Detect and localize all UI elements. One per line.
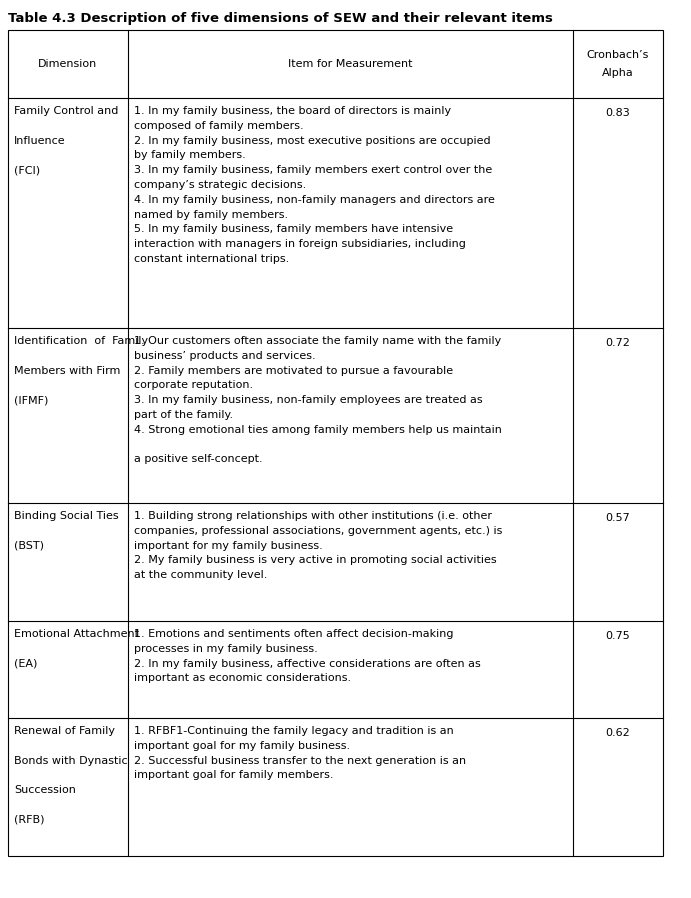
Text: 1. Emotions and sentiments often affect decision-making
processes in my family b: 1. Emotions and sentiments often affect … [134, 629, 481, 683]
Text: 1. RFBF1-Continuing the family legacy and tradition is an
important goal for my : 1. RFBF1-Continuing the family legacy an… [134, 726, 466, 780]
Text: 0.83: 0.83 [605, 108, 630, 118]
Text: 1. In my family business, the board of directors is mainly
composed of family me: 1. In my family business, the board of d… [134, 106, 495, 264]
Text: Cronbach’s: Cronbach’s [587, 50, 649, 60]
Text: 0.72: 0.72 [605, 338, 630, 348]
Text: 0.62: 0.62 [605, 728, 630, 738]
Text: Table 4.3 Description of five dimensions of SEW and their relevant items: Table 4.3 Description of five dimensions… [8, 12, 553, 25]
Text: Binding Social Ties

(BST): Binding Social Ties (BST) [14, 511, 119, 550]
Text: Alpha: Alpha [602, 67, 634, 77]
Text: 1. Building strong relationships with other institutions (i.e. other
companies, : 1. Building strong relationships with ot… [134, 511, 502, 580]
Text: Emotional Attachment

(EA): Emotional Attachment (EA) [14, 629, 139, 669]
Text: 1. Our customers often associate the family name with the family
business’ produ: 1. Our customers often associate the fam… [134, 336, 502, 464]
Text: Dimension: Dimension [39, 59, 97, 69]
Text: Identification  of  Family

Members with Firm

(IFMF): Identification of Family Members with Fi… [14, 336, 148, 405]
Text: Family Control and

Influence

(FCI): Family Control and Influence (FCI) [14, 106, 118, 175]
Text: 0.57: 0.57 [605, 513, 630, 523]
Text: Renewal of Family

Bonds with Dynastic

Succession

(RFB): Renewal of Family Bonds with Dynastic Su… [14, 726, 128, 824]
Text: Item for Measurement: Item for Measurement [288, 59, 413, 69]
Text: 0.75: 0.75 [605, 631, 630, 641]
